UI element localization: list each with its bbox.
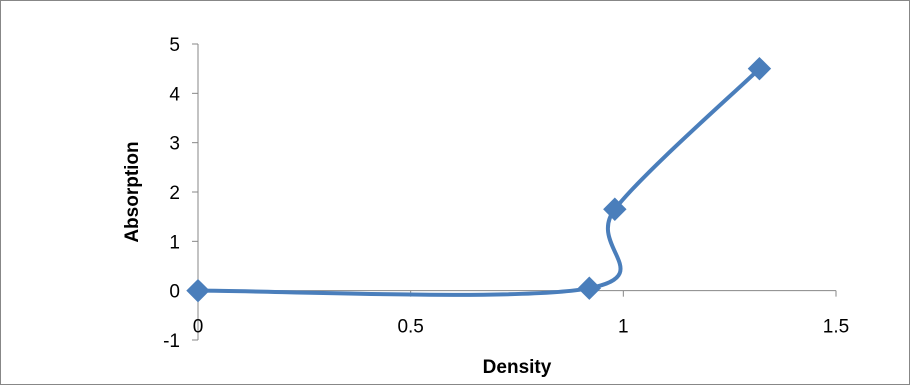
x-tick-label: 1 — [618, 317, 629, 338]
x-tick-label: 0 — [193, 317, 204, 338]
series-line — [196, 66, 762, 297]
data-point-marker — [577, 276, 602, 300]
y-tick-label: 1 — [169, 232, 180, 253]
data-point-marker — [186, 278, 210, 303]
data-point-marker — [603, 197, 627, 221]
series-markers — [186, 56, 772, 303]
x-tick-label: 0.5 — [397, 317, 423, 338]
x-axis-title: Density — [483, 357, 552, 378]
data-point-marker — [747, 56, 772, 81]
y-tick-label: 0 — [169, 282, 180, 303]
y-tick-label: -1 — [163, 331, 180, 352]
y-axis-title: Absorption — [122, 141, 143, 242]
y-tick-label: 2 — [169, 183, 180, 204]
x-tick-label: 1.5 — [823, 317, 849, 338]
tick-labels: -1 0 1 2 3 4 5 0 0.5 1 1.5 — [163, 35, 849, 352]
y-tick-label: 3 — [169, 134, 180, 155]
y-tick-label: 4 — [169, 84, 180, 105]
y-tick-label: 5 — [169, 35, 180, 56]
